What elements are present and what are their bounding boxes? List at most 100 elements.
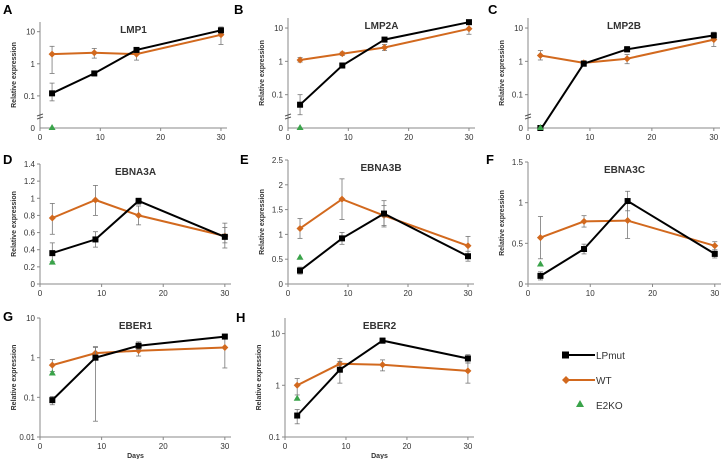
x-tick-label: 20 xyxy=(648,289,657,298)
x-tick-label: 30 xyxy=(217,133,226,142)
x-tick-label: 0 xyxy=(38,442,43,451)
panel-letter: E xyxy=(240,152,249,167)
series-wt xyxy=(48,335,229,372)
panel-A: A LMP1 0.1 1 10 00 10 20 30 Relative expression xyxy=(3,2,227,142)
x-tick-label: 30 xyxy=(465,133,474,142)
series-e2ko xyxy=(296,253,304,260)
panel-C: C LMP2B 0.1 1 10 00 10 20 30 Relative expression xyxy=(488,2,720,142)
series-lpmut xyxy=(297,200,471,275)
data-point xyxy=(338,50,346,58)
data-point xyxy=(135,211,143,219)
x-tick-label: 10 xyxy=(97,289,106,298)
data-point xyxy=(48,369,56,376)
series-lpmut xyxy=(297,19,472,116)
y-tick-label: 0.2 xyxy=(24,263,36,272)
y-axis-label: Relative expression xyxy=(259,189,266,255)
x-tick-label: 20 xyxy=(156,133,165,142)
panel-title: EBNA3B xyxy=(360,163,401,174)
panel-letter: C xyxy=(488,2,498,17)
data-point xyxy=(92,236,99,243)
data-point xyxy=(581,246,588,253)
panel-E: E EBNA3B 0 0.5 1 1.5 2 2.5 0 10 20 30 Relative expre… xyxy=(240,152,474,298)
panel-title: EBNA3A xyxy=(115,167,156,178)
series-lpmut xyxy=(537,32,717,131)
series-line xyxy=(296,362,468,387)
series-line xyxy=(539,34,714,131)
x-tick-label: 30 xyxy=(220,289,229,298)
data-point xyxy=(135,342,142,349)
data-point xyxy=(339,235,345,242)
x-tick-label: 20 xyxy=(404,289,413,298)
series-line xyxy=(540,219,716,247)
y-axis-label: Relative expression xyxy=(259,40,266,106)
legend-item-lpmut: LPmut xyxy=(562,351,625,362)
y-tick-label: 1 xyxy=(31,354,36,363)
y-tick-label: 0.8 xyxy=(24,211,36,220)
x-tick-label: 20 xyxy=(402,442,411,451)
data-point xyxy=(711,250,718,257)
y-zero-label: 0 xyxy=(279,124,284,133)
panel-title: LMP2B xyxy=(607,21,641,32)
series-e2ko xyxy=(296,124,304,130)
y-tick-label: 1.5 xyxy=(512,158,524,167)
series-line xyxy=(51,198,226,237)
data-point xyxy=(338,195,346,203)
x-tick-label: 20 xyxy=(159,289,168,298)
legend-marker xyxy=(562,351,569,359)
x-tick-label: 0 xyxy=(286,133,291,142)
y-tick-label: 0.01 xyxy=(19,433,35,442)
x-axis-label: Days xyxy=(127,453,144,459)
y-tick-label: 1 xyxy=(276,381,281,390)
y-tick-label: 0 xyxy=(279,280,284,289)
legend: LPmut WT E2KO xyxy=(562,351,625,412)
series-e2ko xyxy=(536,124,544,130)
data-point xyxy=(464,367,472,375)
y-axis-label: Relative expression xyxy=(11,345,18,411)
y-tick-label: 0.6 xyxy=(24,229,36,238)
data-point xyxy=(297,101,304,108)
panel-title: EBER2 xyxy=(363,321,397,332)
panel-letter: G xyxy=(3,309,13,324)
series-lpmut xyxy=(49,333,228,422)
legend-marker xyxy=(576,400,584,407)
data-point xyxy=(624,198,631,205)
data-point xyxy=(536,124,544,130)
y-tick-label: 1 xyxy=(519,199,524,208)
series-wt xyxy=(296,23,473,64)
y-tick-label: 1 xyxy=(279,230,284,239)
data-point xyxy=(297,267,303,274)
data-point xyxy=(537,272,544,279)
data-point xyxy=(135,197,142,204)
data-point xyxy=(133,46,140,53)
x-tick-label: 30 xyxy=(463,442,472,451)
panel-letter: H xyxy=(236,310,245,325)
panel-H: H EBER2 0.1 1 10 0 10 20 30 Relative expression Da… xyxy=(236,310,474,459)
x-tick-label: 30 xyxy=(710,289,719,298)
x-tick-label: 0 xyxy=(526,133,531,142)
panel-letter: D xyxy=(3,152,12,167)
x-axis-label: Days xyxy=(371,453,388,459)
series-e2ko xyxy=(536,260,544,267)
panel-F: F EBNA3C 0 0.5 1 1.5 0 10 20 30 Relative expressio… xyxy=(486,152,721,298)
y-tick-label: 10 xyxy=(26,314,35,323)
x-tick-label: 10 xyxy=(96,133,105,142)
data-point xyxy=(710,32,717,39)
y-axis-label: Relative expression xyxy=(11,42,18,108)
data-point xyxy=(48,361,56,369)
y-tick-label: 0.1 xyxy=(272,91,284,100)
panel-B: B LMP2A 0.1 1 10 00 10 20 30 Relative expression xyxy=(234,2,475,142)
y-tick-label: 0 xyxy=(31,280,36,289)
y-tick-label: 2 xyxy=(279,181,284,190)
series-e2ko xyxy=(48,369,56,376)
axis-break-mark xyxy=(524,116,532,120)
y-tick-label: 1 xyxy=(519,57,524,66)
y-tick-label: 1.5 xyxy=(272,206,284,215)
series-lpmut xyxy=(49,197,228,263)
series-line xyxy=(299,198,469,247)
panel-D: D EBNA3A 0 0.2 0.4 0.6 0.8 1 1.2 1.4 0 10 20 30 Relati… xyxy=(3,152,231,298)
x-tick-label: 10 xyxy=(344,133,353,142)
y-tick-label: 1.2 xyxy=(24,177,36,186)
y-tick-label: 0.4 xyxy=(24,246,36,255)
x-tick-label: 30 xyxy=(464,289,473,298)
panel-title: LMP2A xyxy=(365,21,399,32)
